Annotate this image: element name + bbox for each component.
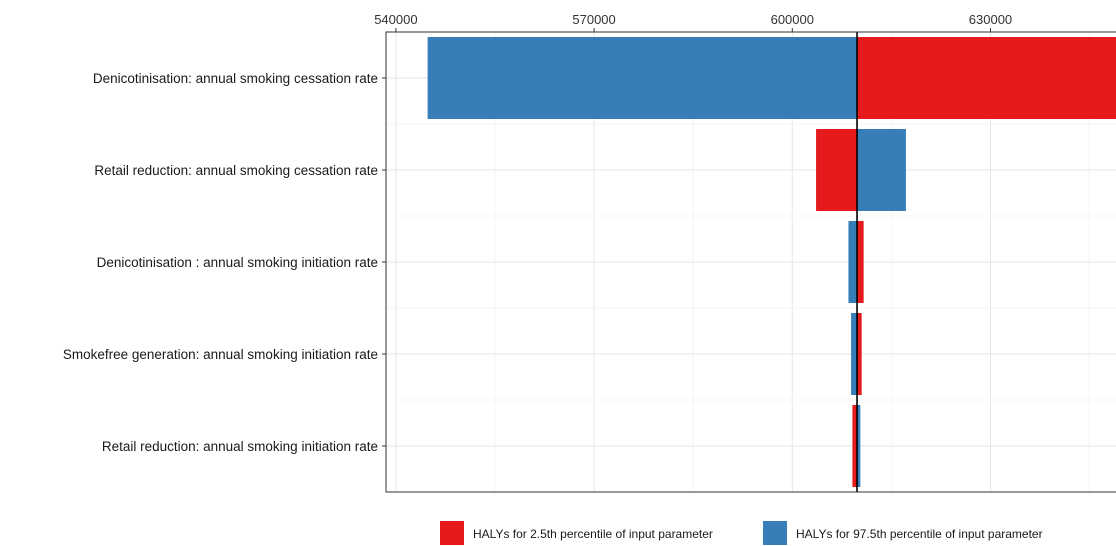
bar-low-percentile [857,313,862,395]
legend-label: HALYs for 97.5th percentile of input par… [796,527,1043,541]
legend: HALYs for 2.5th percentile of input para… [440,521,1043,545]
bar-high-percentile [857,405,861,487]
x-tick-label: 630000 [969,12,1012,27]
x-axis: 540000 570000 600000 630000 [374,12,1012,32]
bar-low-percentile [857,221,864,303]
bar-high-percentile [427,37,858,119]
y-category-label: Retail reduction: annual smoking cessati… [94,163,378,178]
y-category-label: Retail reduction: annual smoking initiat… [102,439,378,454]
bars [427,37,1116,487]
bar-high-percentile [851,313,858,395]
bar-low-percentile [857,37,1116,119]
y-category-label: Smokefree generation: annual smoking ini… [63,347,378,362]
bar-high-percentile [848,221,858,303]
legend-swatch-high [763,521,787,545]
x-tick-label: 540000 [374,12,417,27]
bar-low-percentile [852,405,858,487]
y-axis: Denicotinisation: annual smoking cessati… [63,71,386,454]
x-tick-label: 600000 [771,12,814,27]
bar-high-percentile [857,129,906,211]
y-category-label: Denicotinisation: annual smoking cessati… [93,71,378,86]
legend-label: HALYs for 2.5th percentile of input para… [473,527,713,541]
x-tick-label: 570000 [572,12,615,27]
bar-low-percentile [816,129,858,211]
legend-swatch-low [440,521,464,545]
y-category-label: Denicotinisation : annual smoking initia… [97,255,378,270]
